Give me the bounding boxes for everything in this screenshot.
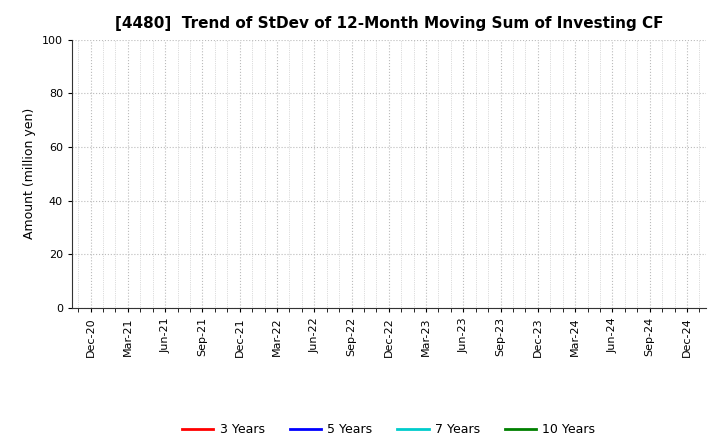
Y-axis label: Amount (million yen): Amount (million yen) bbox=[24, 108, 37, 239]
Title: [4480]  Trend of StDev of 12-Month Moving Sum of Investing CF: [4480] Trend of StDev of 12-Month Moving… bbox=[114, 16, 663, 32]
Legend: 3 Years, 5 Years, 7 Years, 10 Years: 3 Years, 5 Years, 7 Years, 10 Years bbox=[177, 418, 600, 440]
